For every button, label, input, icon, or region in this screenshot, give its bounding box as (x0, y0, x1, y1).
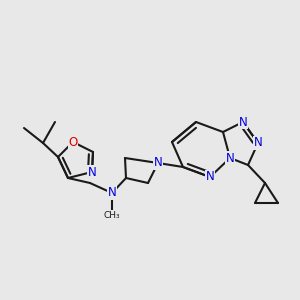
Text: N: N (88, 166, 96, 178)
Text: N: N (254, 136, 262, 149)
Text: O: O (68, 136, 78, 148)
Text: N: N (108, 187, 116, 200)
Text: N: N (154, 157, 162, 169)
Text: N: N (226, 152, 234, 164)
Text: CH₃: CH₃ (104, 211, 120, 220)
Text: N: N (238, 116, 247, 128)
Text: N: N (206, 170, 214, 184)
